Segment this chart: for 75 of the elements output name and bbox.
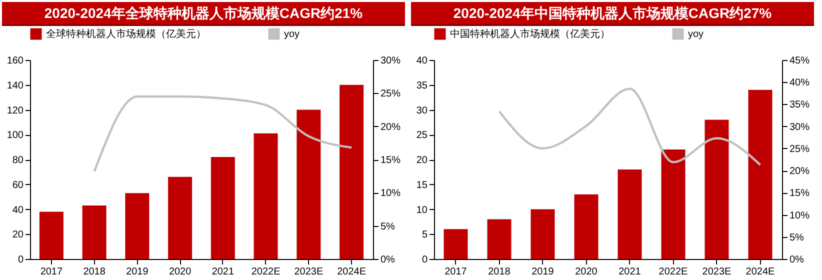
x-tick-label: 2017 bbox=[40, 266, 63, 278]
line-series bbox=[93, 95, 353, 173]
legend-label: yoy bbox=[688, 29, 704, 40]
y2-tick-label: 20% bbox=[790, 166, 810, 178]
y-tick-label: 80 bbox=[12, 155, 24, 166]
y-tick-label: 0 bbox=[18, 254, 24, 266]
legend-label: 全球特种机器人市场规模（亿美元） bbox=[46, 28, 206, 40]
y-tick-label: 40 bbox=[12, 204, 24, 216]
x-tick-label: 2022E bbox=[251, 266, 281, 278]
y-tick-label: 0 bbox=[422, 254, 428, 266]
bar bbox=[82, 206, 106, 259]
y2-tick-label: 15% bbox=[790, 188, 810, 200]
y2-tick-label: 10% bbox=[790, 210, 810, 222]
bar bbox=[168, 176, 192, 259]
y2-tick-label: 25% bbox=[790, 144, 810, 155]
bar bbox=[661, 150, 686, 259]
bar bbox=[125, 193, 150, 259]
x-tick-label: 2023E bbox=[702, 266, 732, 278]
legend-label: yoy bbox=[284, 29, 300, 40]
x-tick-label: 2022E bbox=[658, 266, 688, 278]
bar bbox=[748, 90, 772, 259]
y-tick-label: 40 bbox=[416, 56, 428, 66]
x-tick-label: 2021 bbox=[212, 266, 234, 278]
legend-label: 中国特种机器人市场规模（亿美元） bbox=[450, 28, 610, 40]
bar bbox=[530, 209, 555, 259]
chart-title: 2020-2024年中国特种机器人市场规模CAGR约27% bbox=[411, 2, 814, 26]
x-tick-label: 2023E bbox=[294, 266, 324, 278]
y2-tick-label: 45% bbox=[790, 56, 810, 66]
y-tick-label: 25 bbox=[416, 130, 428, 142]
bar bbox=[704, 120, 729, 259]
bar bbox=[296, 110, 321, 259]
y-tick-label: 5 bbox=[422, 230, 428, 241]
y-tick-label: 120 bbox=[6, 105, 24, 116]
y2-tick-label: 15% bbox=[380, 155, 401, 166]
x-tick-label: 2024E bbox=[337, 266, 366, 278]
x-tick-label: 2020 bbox=[575, 266, 598, 278]
y-tick-label: 100 bbox=[6, 130, 24, 142]
y-tick-label: 60 bbox=[12, 180, 24, 191]
y-tick-label: 140 bbox=[6, 80, 24, 92]
bar bbox=[444, 229, 468, 259]
x-tick-label: 2024E bbox=[746, 266, 776, 278]
y2-tick-label: 40% bbox=[790, 78, 810, 89]
x-tick-label: 2018 bbox=[488, 266, 511, 278]
x-tick-label: 2019 bbox=[532, 266, 554, 278]
y2-tick-label: 10% bbox=[380, 188, 401, 200]
y2-tick-label: 30% bbox=[380, 56, 401, 66]
y2-tick-label: 30% bbox=[790, 122, 810, 133]
y2-tick-label: 5% bbox=[790, 232, 804, 244]
x-tick-label: 2018 bbox=[83, 266, 106, 278]
chart-title: 2020-2024年全球特种机器人市场规模CAGR约21% bbox=[2, 2, 405, 26]
y2-tick-label: 0% bbox=[380, 254, 396, 266]
bar bbox=[487, 219, 512, 259]
x-tick-label: 2021 bbox=[618, 266, 642, 278]
bar bbox=[254, 133, 278, 259]
x-tick-label: 2019 bbox=[126, 266, 149, 278]
y2-tick-label: 35% bbox=[790, 100, 810, 111]
x-tick-label: 2020 bbox=[168, 266, 192, 278]
y-tick-label: 20 bbox=[416, 155, 428, 166]
y-tick-label: 30 bbox=[416, 105, 428, 116]
line-series bbox=[498, 88, 762, 166]
x-tick-label: 2017 bbox=[444, 266, 468, 278]
bar bbox=[618, 169, 642, 259]
y-tick-label: 160 bbox=[6, 56, 24, 66]
y-tick-label: 10 bbox=[416, 204, 428, 216]
y-tick-label: 15 bbox=[416, 180, 428, 191]
y2-tick-label: 0% bbox=[790, 254, 804, 266]
y2-tick-label: 25% bbox=[380, 88, 401, 100]
y-tick-label: 35 bbox=[416, 80, 428, 92]
y-tick-label: 20 bbox=[12, 230, 24, 241]
bar bbox=[340, 84, 364, 259]
y2-tick-label: 20% bbox=[380, 122, 401, 133]
y2-tick-label: 5% bbox=[380, 221, 396, 232]
bar bbox=[210, 157, 235, 259]
bar bbox=[39, 212, 64, 259]
bar bbox=[574, 194, 598, 259]
